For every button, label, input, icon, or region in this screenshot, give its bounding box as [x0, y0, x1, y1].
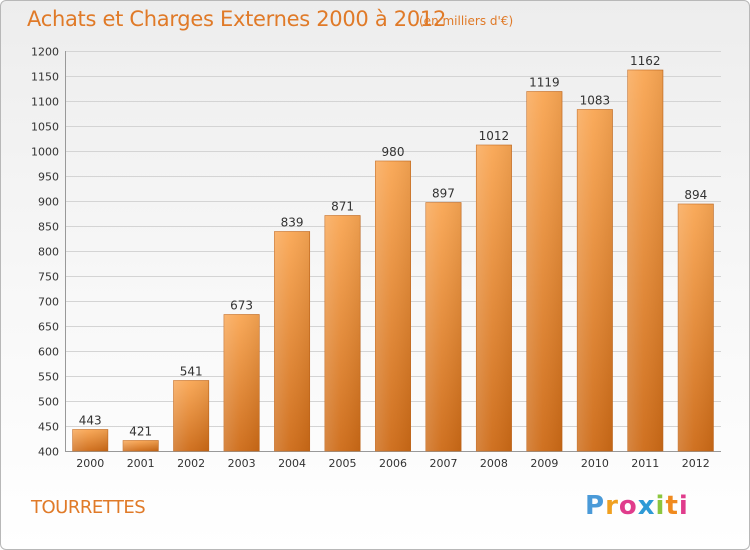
x-tick-label: 2010 [581, 457, 609, 470]
logo-letter: x [637, 491, 656, 521]
data-label: 980 [382, 145, 405, 159]
y-tick-label: 750 [38, 271, 59, 284]
data-labels: 443 421 541 673 839 871 980 897 1012 1119 1083 1162… [79, 54, 707, 439]
y-tick-labels: 400 450 500 550 600 650 700 750 800 850 900 950 1000… [31, 46, 59, 459]
data-label: 673 [230, 299, 253, 313]
data-label: 421 [129, 425, 152, 439]
x-tick-label: 2003 [228, 457, 256, 470]
x-tick-label: 2001 [127, 457, 155, 470]
y-tick-label: 1100 [31, 96, 59, 109]
x-tick-label: 2011 [631, 457, 659, 470]
y-tick-label: 850 [38, 221, 59, 234]
x-tick-label: 2008 [480, 457, 508, 470]
data-label: 839 [281, 216, 304, 230]
x-tick-label: 2006 [379, 457, 407, 470]
chart-title: Achats et Charges Externes 2000 à 2012 [27, 7, 447, 31]
y-tick-label: 550 [38, 371, 59, 384]
commune-name: TOURRETTES [31, 497, 146, 518]
bar-shine [223, 314, 260, 451]
y-tick-label: 950 [38, 171, 59, 184]
data-label: 894 [684, 188, 707, 202]
bar-shine [173, 380, 209, 451]
bar-shine [375, 161, 411, 451]
bar-shine [577, 109, 613, 451]
y-tick-label: 500 [38, 396, 59, 409]
data-label: 871 [331, 200, 354, 214]
y-tick-label: 1150 [31, 71, 59, 84]
data-label: 897 [432, 187, 455, 201]
bar-2006 [375, 160, 411, 452]
y-tick-label: 900 [38, 196, 59, 209]
y-tick-label: 650 [38, 321, 59, 334]
logo-letter: i [678, 491, 689, 521]
bar-shine [274, 231, 310, 451]
data-label: 1119 [529, 76, 560, 90]
x-tick-label: 2002 [177, 457, 205, 470]
logo-letter: P [585, 491, 606, 521]
y-tick-label: 600 [38, 346, 59, 359]
bar-shine [476, 145, 512, 451]
logo-letter: i [655, 491, 666, 521]
bar-shine [526, 91, 563, 451]
y-tick-label: 700 [38, 296, 59, 309]
chart-subtitle: (en milliers d'€) [419, 14, 514, 28]
x-tick-label: 2005 [329, 457, 357, 470]
axes [65, 51, 721, 452]
data-label: 443 [79, 414, 102, 428]
bar-2005 [324, 215, 361, 452]
bar-2002 [173, 380, 210, 452]
bar-2007 [425, 202, 462, 452]
logo-letter: o [618, 491, 638, 521]
bar-shine [425, 202, 462, 451]
y-tick-label: 450 [38, 421, 59, 434]
data-label: 1162 [630, 54, 661, 68]
bar-2012 [677, 203, 714, 452]
data-label: 1012 [479, 129, 510, 143]
y-tick-label: 1050 [31, 121, 59, 134]
data-label: 541 [180, 365, 203, 379]
bar-2011 [627, 69, 664, 452]
bar-shine [678, 204, 714, 451]
logo-letter: r [605, 491, 619, 521]
y-tick-label: 400 [38, 446, 59, 459]
bar-shine [123, 440, 159, 451]
y-tick-label: 800 [38, 246, 59, 259]
bars [72, 69, 714, 452]
x-tick-label: 2007 [429, 457, 457, 470]
bar-2009 [526, 91, 563, 452]
bar-2003 [223, 314, 260, 452]
bar-2008 [475, 144, 512, 452]
proxiti-logo: Proxiti [585, 491, 689, 521]
y-tick-label: 1200 [31, 46, 59, 59]
bar-shine [324, 215, 361, 451]
x-tick-label: 2004 [278, 457, 306, 470]
logo-letter: t [665, 491, 679, 521]
y-tick-label: 1000 [31, 146, 59, 159]
x-tick-label: 2012 [682, 457, 710, 470]
bar-2001 [122, 440, 159, 452]
data-label: 1083 [580, 94, 611, 108]
x-tick-label: 2000 [76, 457, 104, 470]
x-tick-labels: 2000 2001 2002 2003 2004 2005 2006 2007 2008 2009… [76, 457, 710, 470]
bar-2000 [72, 429, 109, 452]
bar-shine [72, 429, 108, 451]
bar-2004 [274, 231, 311, 452]
x-tick-label: 2009 [530, 457, 558, 470]
bar-2010 [576, 109, 613, 452]
bar-shine [627, 70, 663, 451]
